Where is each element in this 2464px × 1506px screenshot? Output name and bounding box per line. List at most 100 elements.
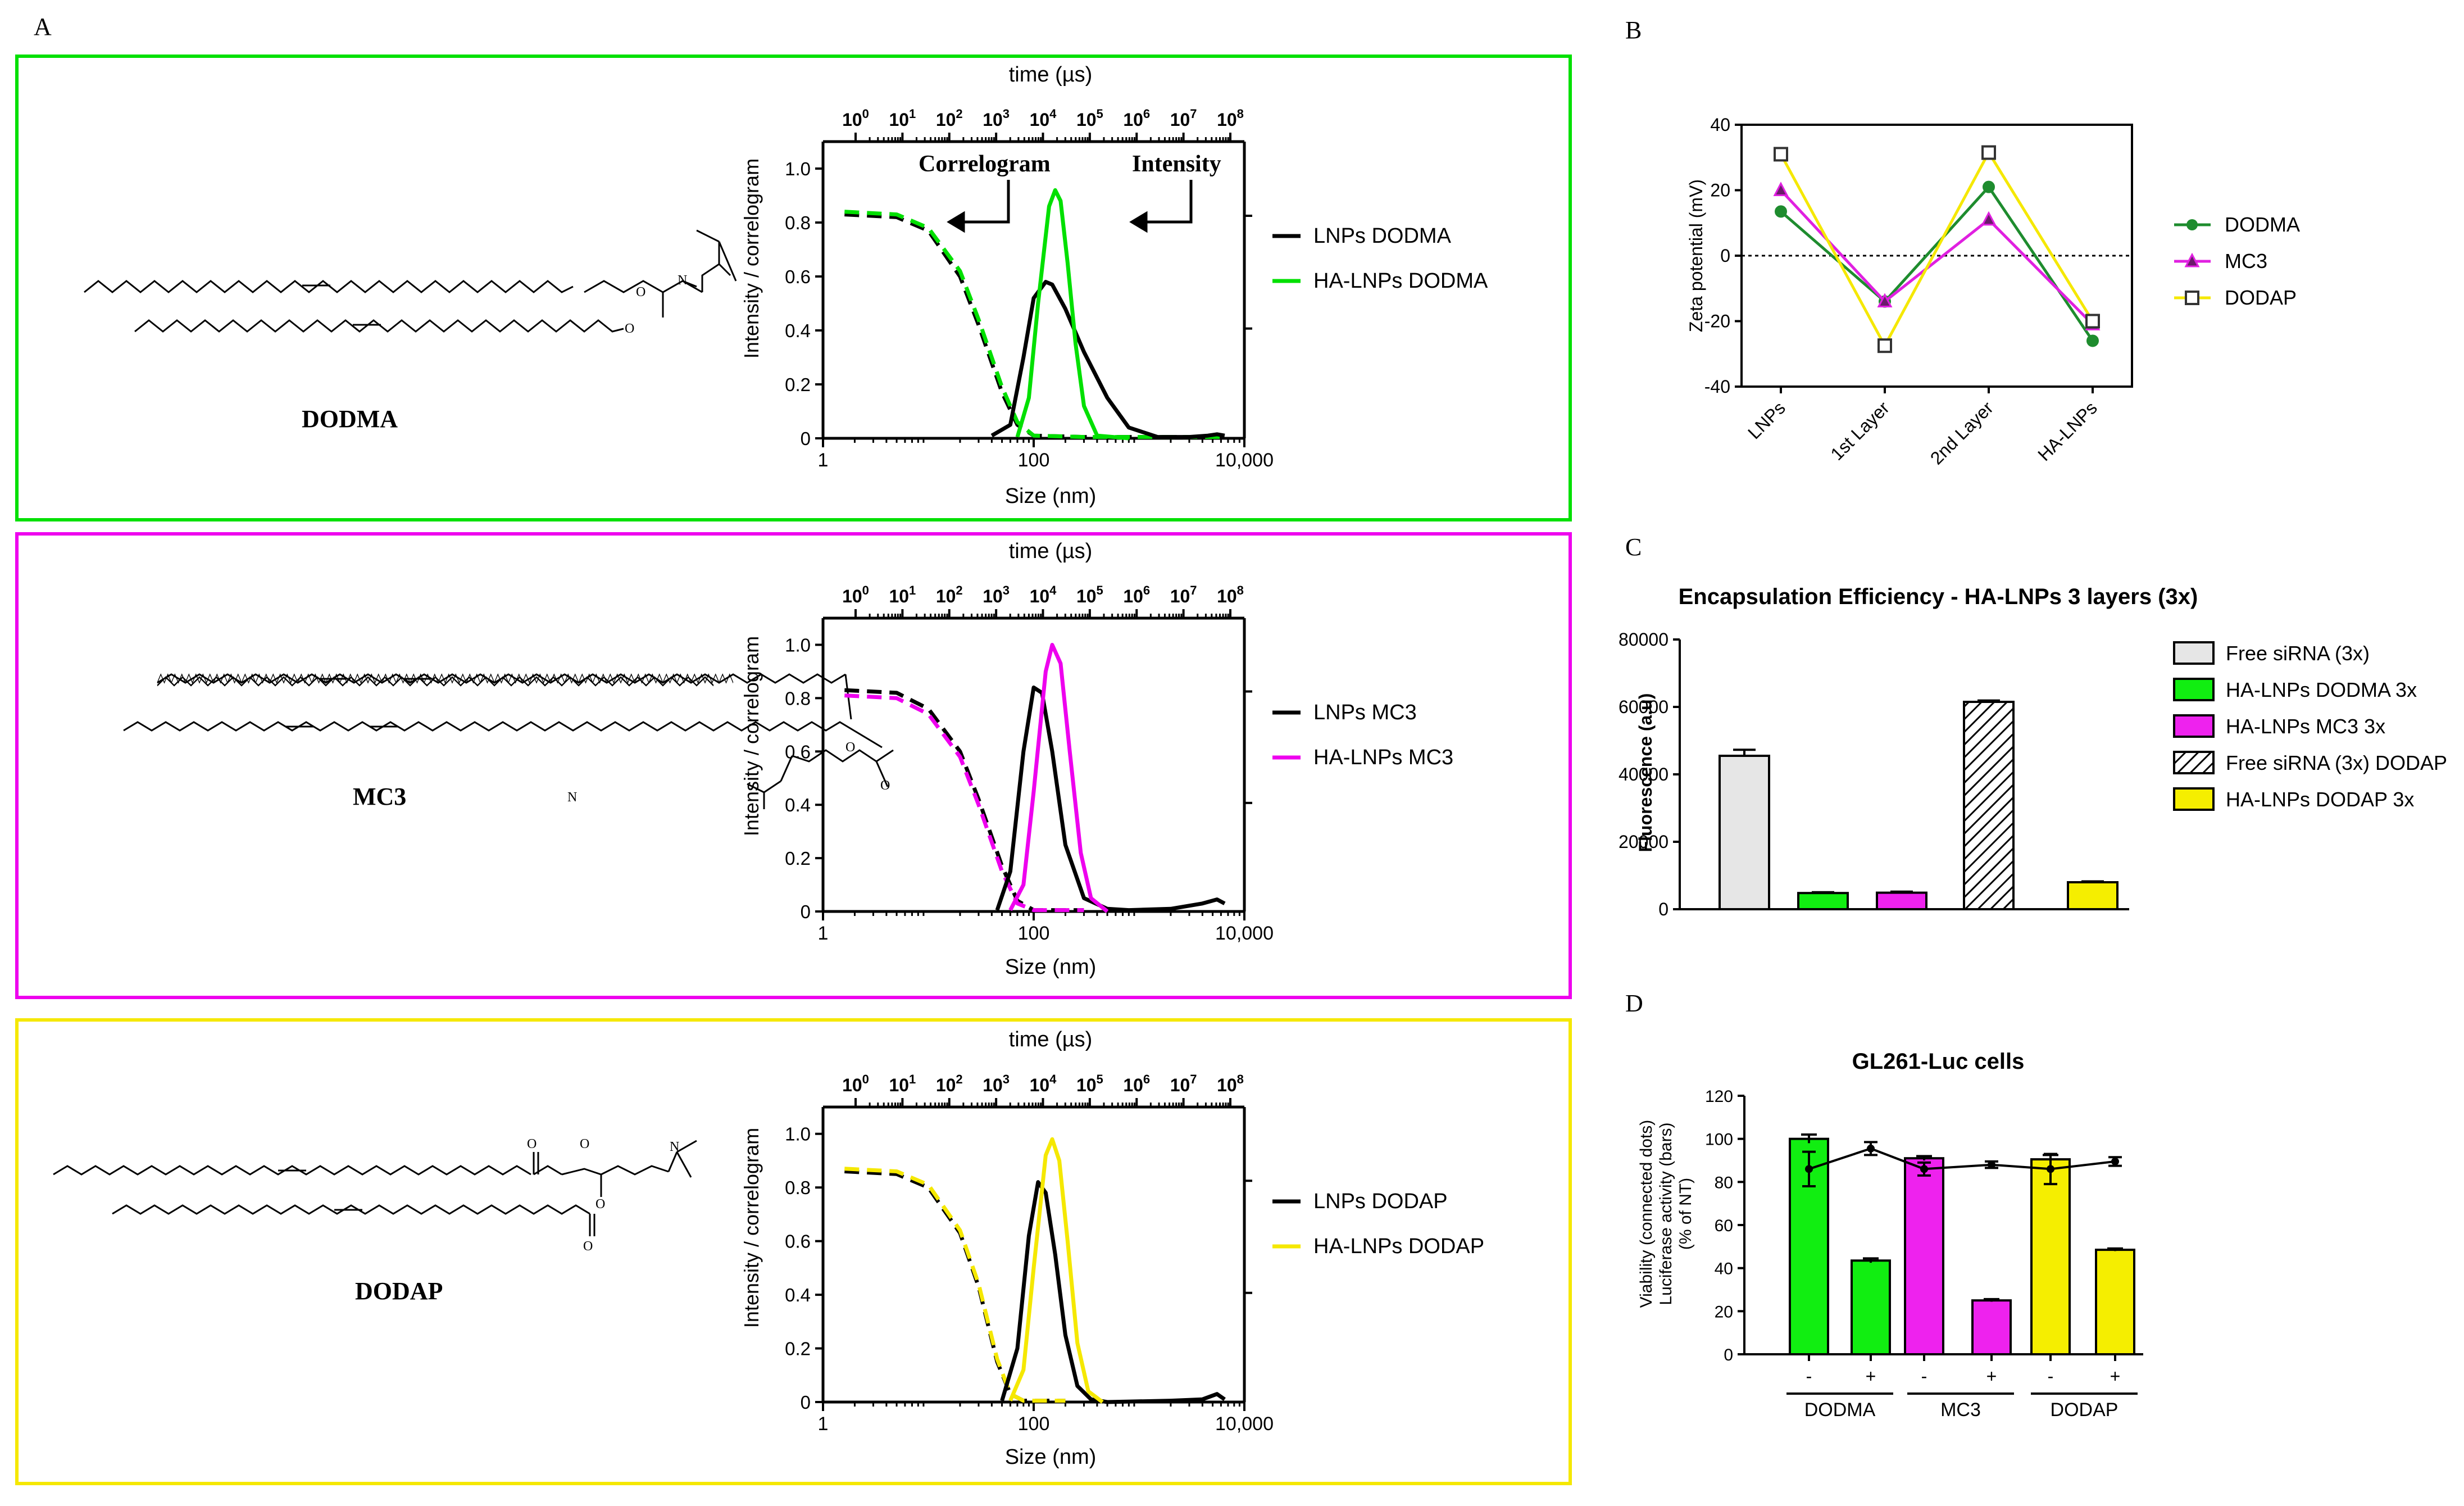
panel-letter-b: B: [1625, 16, 1642, 44]
data-point: [1877, 338, 1892, 353]
oxygen-atom-label: O: [625, 321, 634, 336]
top-axis-label: time (µs): [1009, 539, 1093, 563]
dodap-panel-frame: [15, 1018, 1572, 1485]
top-tick-label: 101: [889, 1072, 916, 1095]
oxygen-atom-label: O: [527, 1137, 537, 1151]
group-label: MC3: [1940, 1399, 1981, 1421]
x-tick-label: 10,000: [1215, 1413, 1274, 1435]
legend-label: HA-LNPs DODAP: [1313, 1235, 1484, 1258]
viability-point: [1988, 1160, 1995, 1169]
x-tick-label: 100: [1018, 1413, 1050, 1435]
top-tick-label: 105: [1076, 107, 1103, 130]
legend-label: LNPs DODMA: [1313, 224, 1452, 248]
bar-1: [1797, 892, 1849, 910]
y-tick-label: 80000: [1619, 629, 1669, 650]
data-point: [2086, 334, 2099, 347]
y-tick-label: 40: [1715, 1260, 1733, 1278]
y-tick-label: 0.6: [785, 266, 811, 287]
top-tick-label: 100: [842, 583, 869, 606]
y-tick-label: 60000: [1619, 697, 1669, 717]
viability-line: [1808, 1147, 2116, 1171]
top-tick-label: 108: [1217, 107, 1244, 130]
legend-label: LNPs MC3: [1313, 701, 1417, 724]
correlogram-annotation: Correlogram: [919, 151, 1051, 177]
encapsulation-chart: Encapsulation Efficiency - HA-LNPs 3 lay…: [1619, 584, 2447, 919]
viability-point: [1805, 1165, 1813, 1173]
panel-letter-a: A: [34, 13, 52, 40]
top-tick-label: 108: [1217, 1072, 1244, 1095]
x-category-label: HA-LNPs: [2034, 397, 2101, 465]
series-line-dodap: [1779, 149, 2094, 349]
intensity-curve-2: [990, 280, 1225, 439]
top-tick-label: 103: [983, 1072, 1010, 1095]
legend-swatch: [2173, 641, 2215, 665]
treatment-sign-label: +: [2110, 1366, 2121, 1386]
data-point: [1773, 182, 1789, 196]
y-tick-label: 0: [801, 428, 811, 449]
top-tick-label: 101: [889, 107, 916, 130]
top-tick-label: 105: [1076, 1072, 1103, 1095]
top-tick-label: 107: [1170, 583, 1197, 606]
legend-label: HA-LNPs DODMA: [1313, 269, 1488, 293]
luciferase-bar-4: [2030, 1158, 2071, 1355]
y-axis-label: Intensity / correlogram: [740, 1128, 763, 1328]
treatment-sign-label: +: [1986, 1366, 1997, 1386]
nitrogen-atom-label: N: [670, 1140, 679, 1154]
oxygen-atom-label: O: [595, 1197, 605, 1212]
top-tick-label: 107: [1170, 1072, 1197, 1095]
data-point: [2085, 314, 2100, 329]
y-tick-label: 20: [1710, 180, 1730, 201]
intensity-curve-3: [1008, 1137, 1104, 1404]
top-tick-label: 104: [1030, 1072, 1057, 1095]
top-tick-label: 106: [1123, 583, 1150, 606]
legend-label: HA-LNPs DODAP 3x: [2226, 788, 2414, 811]
legend-swatch: [2173, 751, 2215, 774]
x-category-label: 1st Layer: [1826, 397, 1893, 464]
dls-chart-mc3: time (µs) Size (nm) Intensity / correlog…: [740, 539, 1453, 979]
dodma-structure-label: DODMA: [302, 405, 398, 433]
x-axis-label: Size (nm): [1005, 955, 1097, 979]
group-label: DODAP: [2051, 1399, 2119, 1421]
y-tick-label: 40000: [1619, 764, 1669, 784]
bar-3: [1963, 701, 2015, 910]
dodma-structure-drawing: [84, 229, 737, 333]
legend-swatch: [2173, 714, 2215, 738]
y-tick-label: 0: [1724, 1346, 1733, 1364]
legend-label: HA-LNPs DODMA 3x: [2226, 678, 2417, 701]
top-tick-label: 106: [1123, 1072, 1150, 1095]
correlogram-curve-1: [844, 693, 1084, 913]
legend-label: HA-LNPs MC3: [1313, 746, 1453, 769]
zeta-potential-chart: Zeta potential (mV) -40 -20 0 20 40 LNPs 1st L…: [1686, 115, 2300, 469]
top-tick-label: 107: [1170, 107, 1197, 130]
dodma-panel-frame: [15, 55, 1572, 521]
y-tick-label: 0.4: [785, 320, 811, 341]
data-point: [1877, 293, 1893, 308]
intensity-curve-2: [995, 685, 1226, 913]
data-point: [1775, 205, 1787, 218]
top-tick-label: 103: [983, 583, 1010, 606]
intensity-curve-3: [1015, 188, 1129, 441]
y-tick-label: 0.8: [785, 1177, 811, 1198]
top-axis-label: time (µs): [1009, 1028, 1093, 1051]
legend-marker: [2184, 252, 2200, 267]
oxygen-atom-label: O: [636, 285, 645, 300]
mc3-structure-label: MC3: [353, 783, 406, 810]
oxygen-atom-label: O: [583, 1239, 593, 1254]
x-tick-label: 100: [1018, 450, 1050, 471]
top-tick-label: 100: [842, 107, 869, 130]
top-tick-label: 101: [889, 583, 916, 606]
viability-point: [2047, 1165, 2054, 1173]
panel-letter-c: C: [1625, 533, 1642, 561]
y-tick-label: 0: [1658, 899, 1669, 919]
legend-label: HA-LNPs MC3 3x: [2226, 715, 2385, 738]
y-tick-label: 120: [1705, 1087, 1733, 1106]
intensity-curve-3: [1008, 643, 1109, 913]
oxygen-atom-label: O: [845, 740, 855, 755]
luciferase-bar-3: [1971, 1299, 2012, 1356]
data-point: [1981, 211, 1997, 226]
series-line-dodma: [1780, 184, 2094, 342]
viability-point: [1920, 1165, 1928, 1173]
legend-label: MC3: [2225, 250, 2267, 273]
annotation-arrows: [947, 180, 1193, 233]
top-tick-label: 102: [936, 107, 963, 130]
